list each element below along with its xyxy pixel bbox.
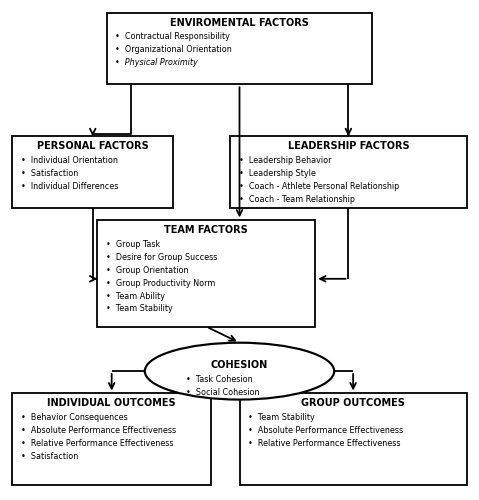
Text: •  Task Cohesion: • Task Cohesion	[186, 375, 253, 384]
Text: •  Team Stability: • Team Stability	[106, 304, 173, 314]
Text: •  Contractual Responsibility: • Contractual Responsibility	[115, 32, 230, 42]
Ellipse shape	[145, 342, 334, 400]
FancyBboxPatch shape	[240, 394, 467, 485]
Text: •  Individual Orientation: • Individual Orientation	[21, 156, 118, 165]
Text: •  Physical Proximity: • Physical Proximity	[115, 58, 198, 67]
Text: •  Coach - Team Relationship: • Coach - Team Relationship	[239, 194, 354, 203]
Text: ENVIROMENTAL FACTORS: ENVIROMENTAL FACTORS	[170, 18, 309, 28]
Text: TEAM FACTORS: TEAM FACTORS	[164, 226, 248, 235]
Text: •  Absolute Performance Effectiveness: • Absolute Performance Effectiveness	[248, 426, 403, 435]
Text: •  Behavior Consequences: • Behavior Consequences	[21, 413, 127, 422]
Text: •  Satisfaction: • Satisfaction	[21, 452, 78, 460]
Text: COHESION: COHESION	[211, 360, 268, 370]
Text: GROUP OUTCOMES: GROUP OUTCOMES	[301, 398, 405, 408]
Text: PERSONAL FACTORS: PERSONAL FACTORS	[37, 141, 148, 151]
Text: INDIVIDUAL OUTCOMES: INDIVIDUAL OUTCOMES	[47, 398, 176, 408]
Text: •  Satisfaction: • Satisfaction	[21, 169, 78, 178]
Text: •  Desire for Group Success: • Desire for Group Success	[106, 253, 217, 262]
Text: •  Group Orientation: • Group Orientation	[106, 266, 189, 275]
Text: •  Team Ability: • Team Ability	[106, 292, 165, 300]
Text: •  Individual Differences: • Individual Differences	[21, 182, 118, 191]
FancyBboxPatch shape	[230, 136, 467, 208]
Text: •  Coach - Athlete Personal Relationship: • Coach - Athlete Personal Relationship	[239, 182, 399, 191]
Text: •  Team Stability: • Team Stability	[248, 413, 315, 422]
Text: •  Group Task: • Group Task	[106, 240, 160, 249]
FancyBboxPatch shape	[97, 220, 315, 326]
FancyBboxPatch shape	[12, 394, 211, 485]
Text: LEADERSHIP FACTORS: LEADERSHIP FACTORS	[287, 141, 409, 151]
Text: •  Social Cohesion: • Social Cohesion	[186, 388, 260, 397]
Text: •  Absolute Performance Effectiveness: • Absolute Performance Effectiveness	[21, 426, 176, 435]
FancyBboxPatch shape	[107, 12, 372, 85]
Text: •  Group Productivity Norm: • Group Productivity Norm	[106, 278, 216, 287]
Text: •  Leadership Style: • Leadership Style	[239, 169, 316, 178]
Text: •  Organizational Orientation: • Organizational Orientation	[115, 46, 232, 54]
Text: •  Leadership Behavior: • Leadership Behavior	[239, 156, 331, 165]
FancyBboxPatch shape	[12, 136, 173, 208]
Text: •  Relative Performance Effectiveness: • Relative Performance Effectiveness	[248, 439, 400, 448]
Text: •  Relative Performance Effectiveness: • Relative Performance Effectiveness	[21, 439, 173, 448]
